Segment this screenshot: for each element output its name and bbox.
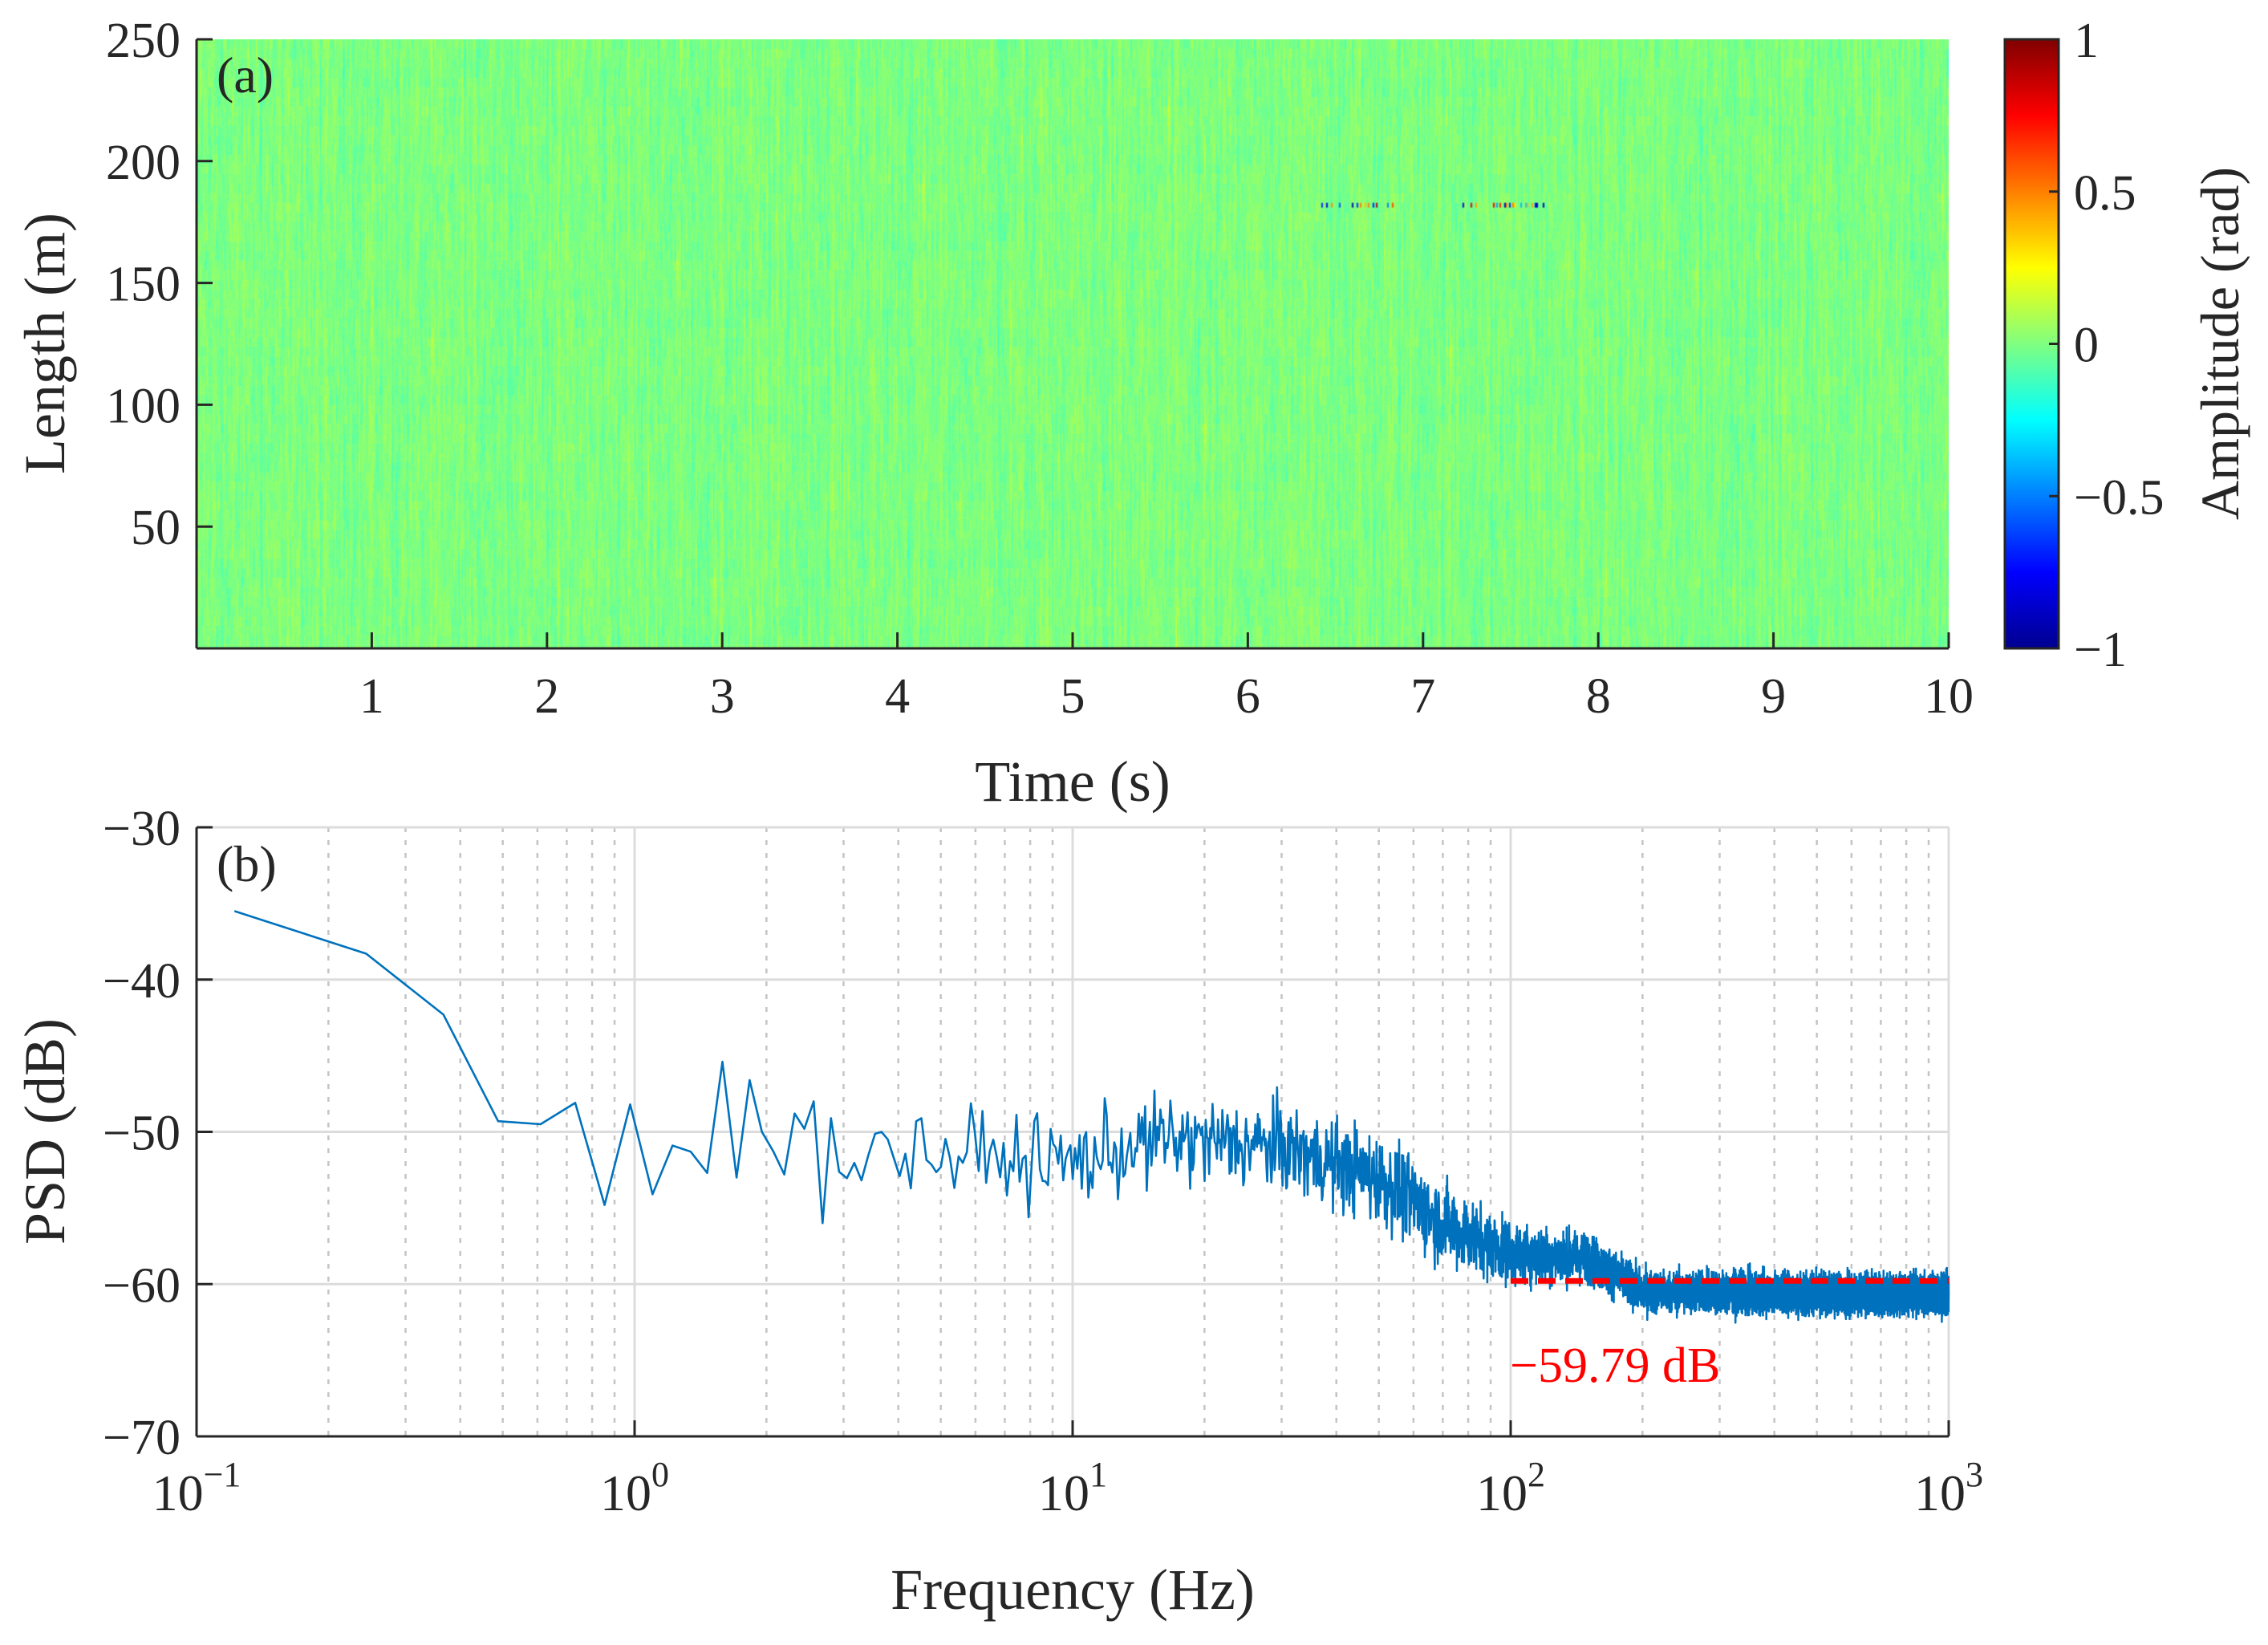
x-tick-label-a: 8	[1586, 669, 1611, 724]
panel-a-label: (a)	[217, 47, 274, 104]
x-tick-label-a: 10	[1924, 669, 1974, 724]
x-tick-label-b: 103	[1914, 1455, 1983, 1521]
y-tick-label-a: 100	[106, 379, 181, 433]
colorbar-label: Amplitude (rad)	[2189, 167, 2250, 520]
x-axis-label-a: Time (s)	[975, 749, 1170, 814]
heatmap-image	[197, 39, 1949, 648]
y-tick-label-a: 250	[106, 14, 181, 68]
colorbar-tick-label: −0.5	[2074, 470, 2164, 525]
psd-line	[233, 910, 1950, 1324]
x-tick-label-a: 2	[534, 669, 559, 724]
colorbar-tick-label: 0.5	[2074, 166, 2136, 221]
panel-b-label: (b)	[217, 835, 277, 892]
colorbar-tick-label: 0	[2074, 319, 2099, 373]
x-tick-label-a: 6	[1235, 669, 1260, 724]
x-tick-label-a: 1	[359, 669, 384, 724]
y-tick-label-b: −70	[103, 1411, 181, 1465]
x-tick-label-a: 9	[1761, 669, 1786, 724]
colorbar-tick-label: 1	[2074, 14, 2099, 68]
colorbar-tick-label: −1	[2074, 623, 2127, 677]
y-axis-label-b: PSD (dB)	[13, 1018, 77, 1245]
x-tick-label-a: 5	[1061, 669, 1085, 724]
y-tick-label-b: −30	[103, 802, 181, 856]
y-tick-label-b: −40	[103, 954, 181, 1009]
y-tick-label-b: −60	[103, 1258, 181, 1313]
x-tick-label-b: 101	[1038, 1455, 1107, 1521]
x-tick-label-b: 100	[600, 1455, 669, 1521]
y-tick-label-b: −50	[103, 1107, 181, 1161]
x-tick-label-b: 10−1	[152, 1455, 241, 1521]
y-axis-label-a: Length (m)	[13, 213, 77, 474]
x-tick-label-a: 3	[710, 669, 735, 724]
y-tick-label-a: 50	[131, 501, 181, 555]
x-axis-label-b: Frequency (Hz)	[891, 1558, 1255, 1622]
noise-floor-annotation: −59.79 dB	[1510, 1338, 1720, 1393]
x-tick-label-a: 7	[1410, 669, 1435, 724]
x-tick-label-b: 102	[1476, 1455, 1545, 1521]
y-tick-label-a: 150	[106, 258, 181, 312]
x-tick-label-a: 4	[885, 669, 910, 724]
y-tick-label-a: 200	[106, 136, 181, 190]
